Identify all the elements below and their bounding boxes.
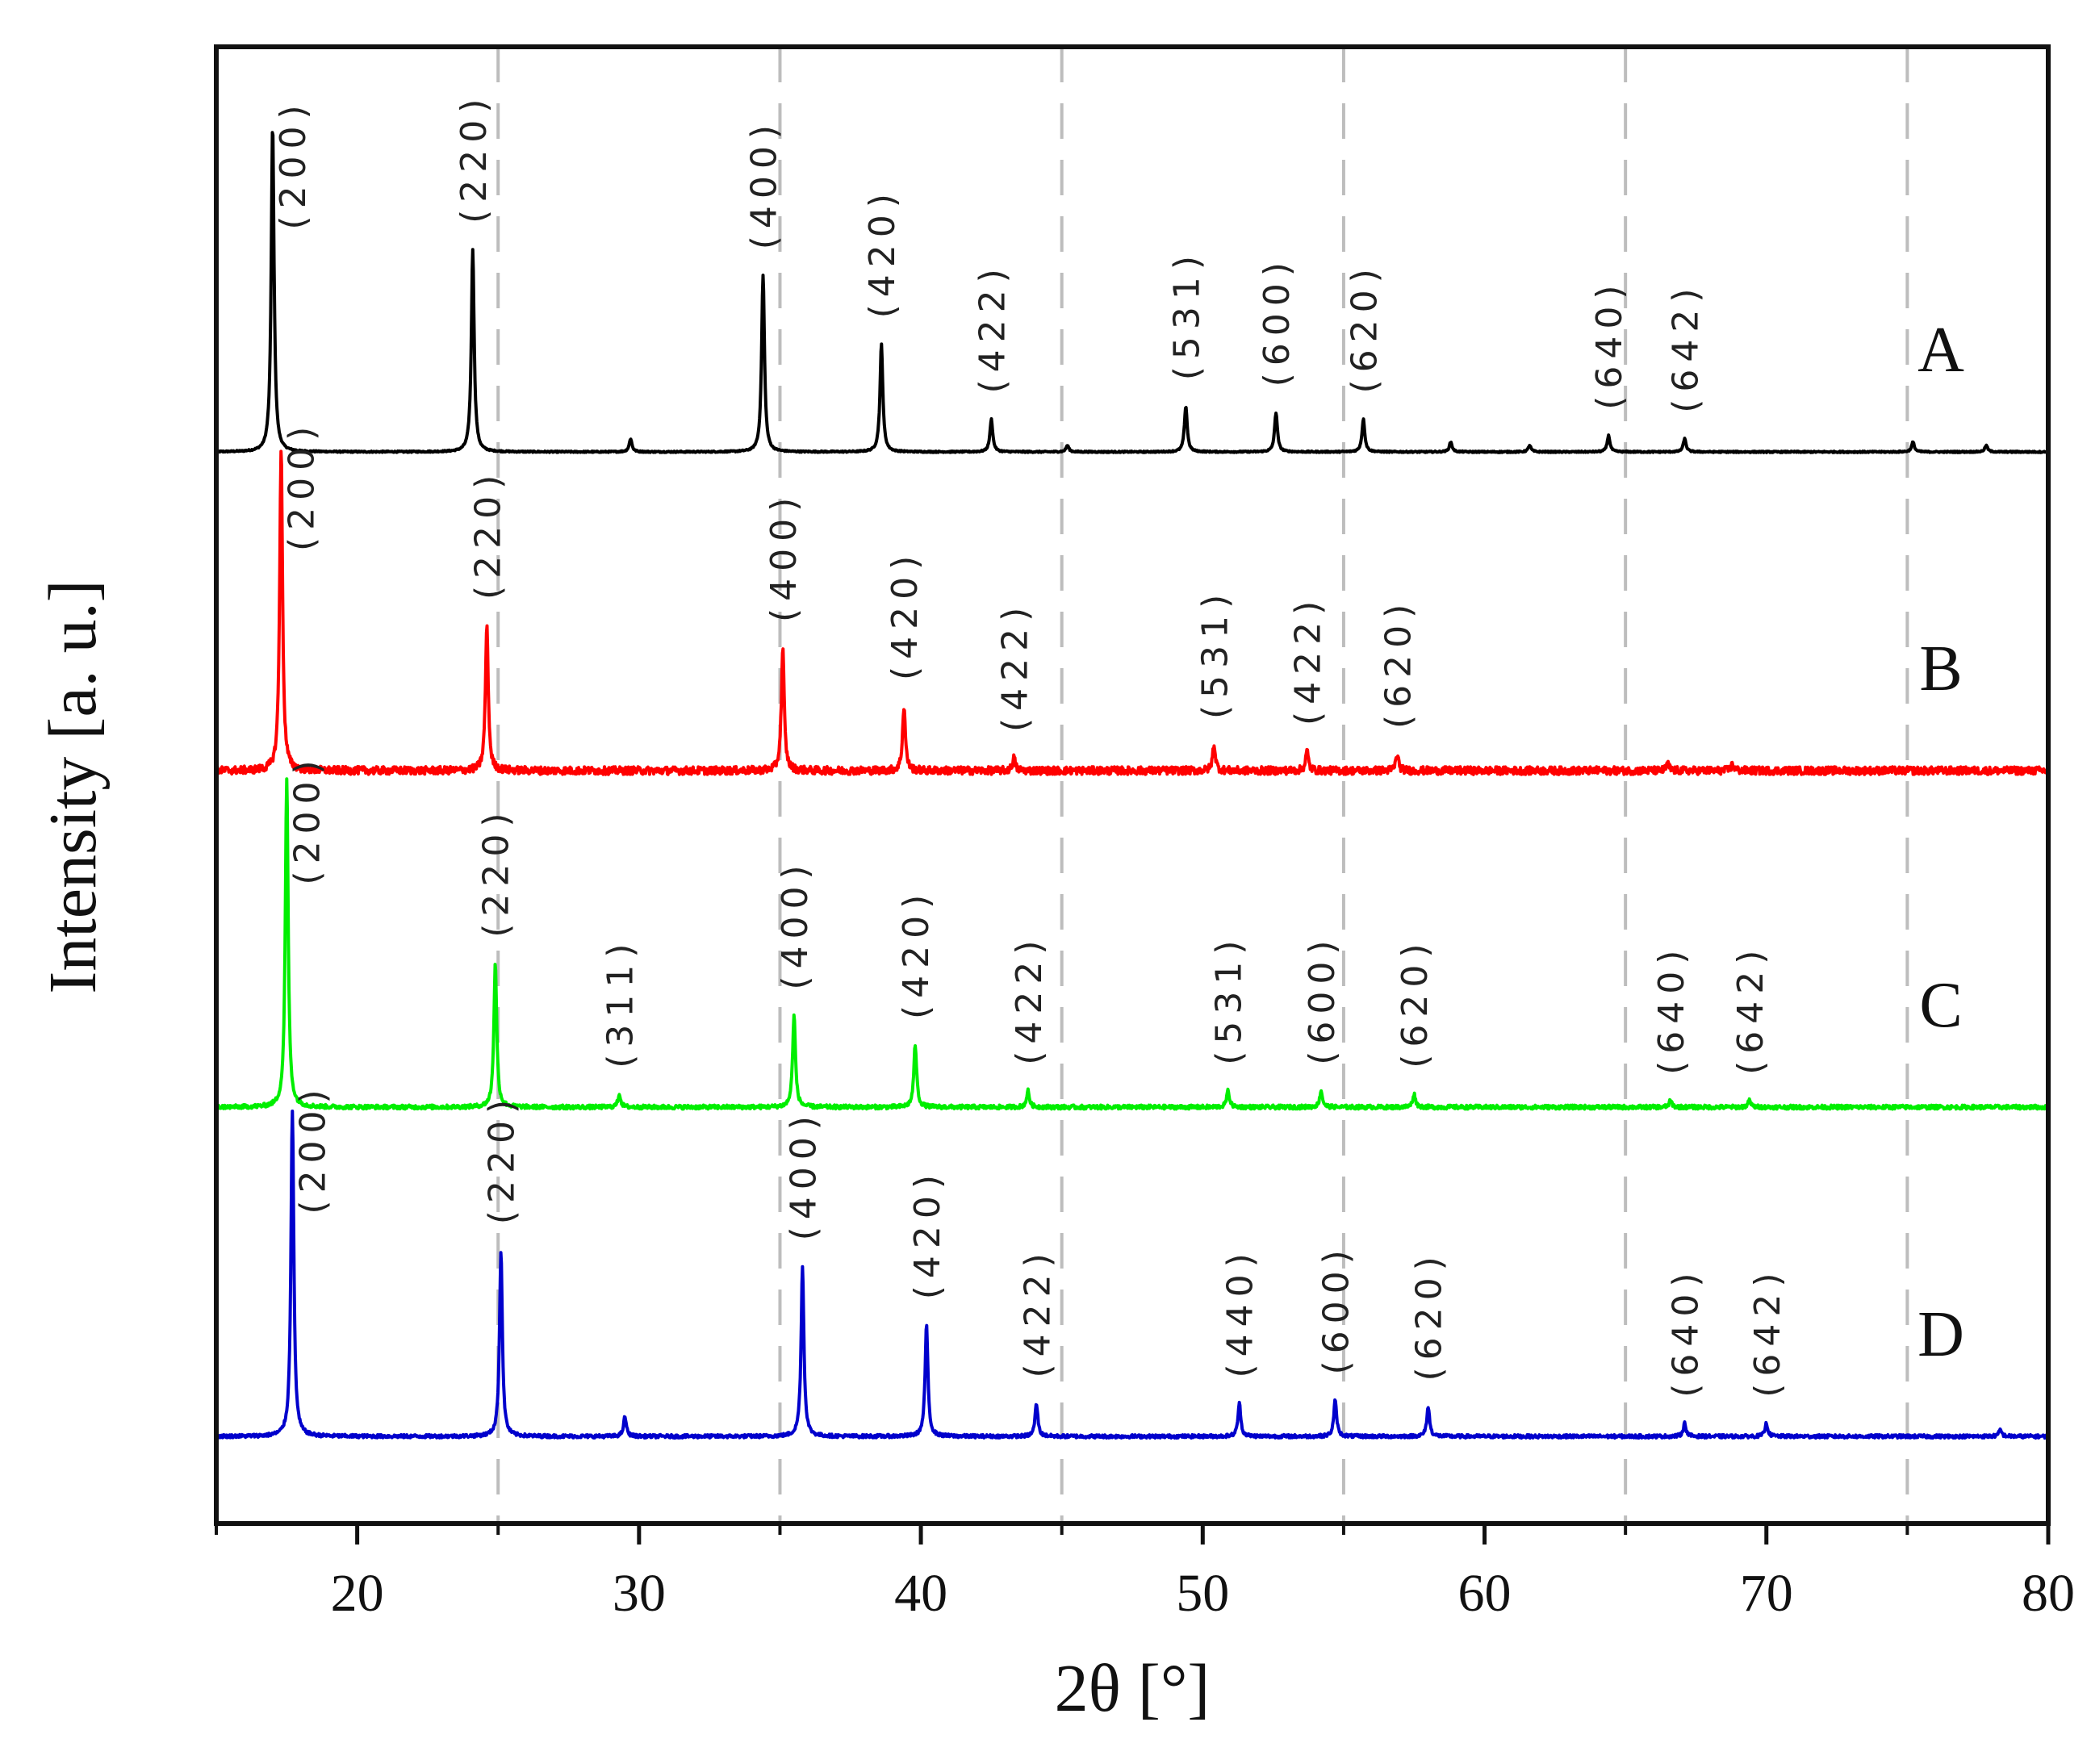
peak-label-C-54.2: (600) (1302, 933, 1343, 1064)
peak-label-D-54.7: (600) (1315, 1243, 1357, 1374)
x-tick-label-50: 50 (1176, 1564, 1229, 1623)
peak-label-B-50.4: (531) (1194, 587, 1236, 719)
series-label-B: B (1919, 633, 1962, 704)
series-traces (215, 131, 2050, 1440)
peak-label-D-17.7: (200) (292, 1082, 333, 1214)
x-tick-label-40: 40 (894, 1564, 947, 1623)
peak-label-A-24.1: (220) (454, 92, 495, 224)
grid-lines (496, 47, 1909, 1524)
peak-label-D-25.1: (220) (482, 1093, 523, 1224)
peak-label-A-49.4: (531) (1166, 249, 1207, 380)
peak-label-A-52.6: (600) (1257, 255, 1298, 387)
peak-label-B-39.4: (420) (884, 549, 926, 680)
x-axis-title: 2θ [°] (1055, 1651, 1211, 1726)
peak-label-B-35.1: (400) (763, 491, 805, 622)
peak-labels: A (200) (220) (400) (420) (422) (531) (600) (620… (273, 92, 1964, 1398)
series-line-A (215, 131, 2050, 454)
peak-label-C-17.5: (200) (286, 753, 328, 884)
peak-label-A-42.5: (422) (972, 261, 1013, 393)
peak-label-C-57.5: (620) (1395, 936, 1436, 1068)
peak-label-D-67.1: (640) (1666, 1265, 1707, 1397)
peak-label-B-17.3: (200) (281, 420, 322, 551)
peak-label-D-70: (642) (1747, 1265, 1788, 1397)
peak-label-C-24.9: (220) (476, 805, 517, 937)
x-tick-label-80: 80 (2022, 1564, 2075, 1623)
peak-label-A-64.4: (640) (1589, 278, 1630, 409)
plot-frame (214, 44, 2051, 1526)
x-tick-label-60: 60 (1458, 1564, 1512, 1623)
peak-label-D-40.2: (420) (907, 1168, 948, 1299)
peak-label-A-55.7: (620) (1344, 261, 1385, 393)
peak-label-D-51.3: (440) (1220, 1246, 1261, 1377)
peak-label-D-35.8: (400) (783, 1109, 824, 1240)
peak-label-C-43.8: (422) (1009, 933, 1050, 1064)
peak-label-C-35.5: (400) (775, 858, 816, 989)
peak-label-C-66.6: (640) (1651, 943, 1692, 1075)
series-line-B (215, 449, 2050, 776)
peak-label-B-43.3: (422) (994, 600, 1035, 732)
peak-label-C-69.4: (642) (1730, 943, 1771, 1075)
peak-label-B-24.6: (220) (467, 468, 508, 600)
peak-label-B-53.7: (422) (1288, 594, 1329, 725)
series-line-C (215, 777, 2050, 1111)
peak-label-C-29.3: (311) (600, 936, 641, 1068)
peak-label-C-50.9: (531) (1209, 933, 1250, 1064)
peak-label-A-17: (200) (273, 98, 314, 229)
peak-label-D-44.1: (422) (1017, 1246, 1058, 1377)
peak-label-A-38.6: (420) (862, 186, 903, 318)
series-label-A: A (1917, 315, 1964, 386)
series-label-C: C (1919, 970, 1962, 1041)
x-tick-label-20: 20 (331, 1564, 384, 1623)
series-label-D: D (1917, 1299, 1964, 1370)
axes (214, 44, 2051, 1526)
peak-label-A-34.4: (400) (744, 118, 785, 249)
peak-label-A-67.1: (642) (1666, 281, 1707, 412)
series-line-D (215, 1110, 2050, 1440)
peak-label-D-58: (620) (1409, 1249, 1450, 1381)
x-ticks: 20 30 40 50 60 70 80 (215, 1524, 2075, 1623)
y-axis-title: Intensity [a. u.] (36, 579, 111, 993)
peak-label-B-56.9: (620) (1378, 597, 1419, 729)
peak-label-C-39.8: (420) (896, 888, 937, 1019)
x-tick-label-70: 70 (1740, 1564, 1793, 1623)
x-tick-label-30: 30 (613, 1564, 666, 1623)
